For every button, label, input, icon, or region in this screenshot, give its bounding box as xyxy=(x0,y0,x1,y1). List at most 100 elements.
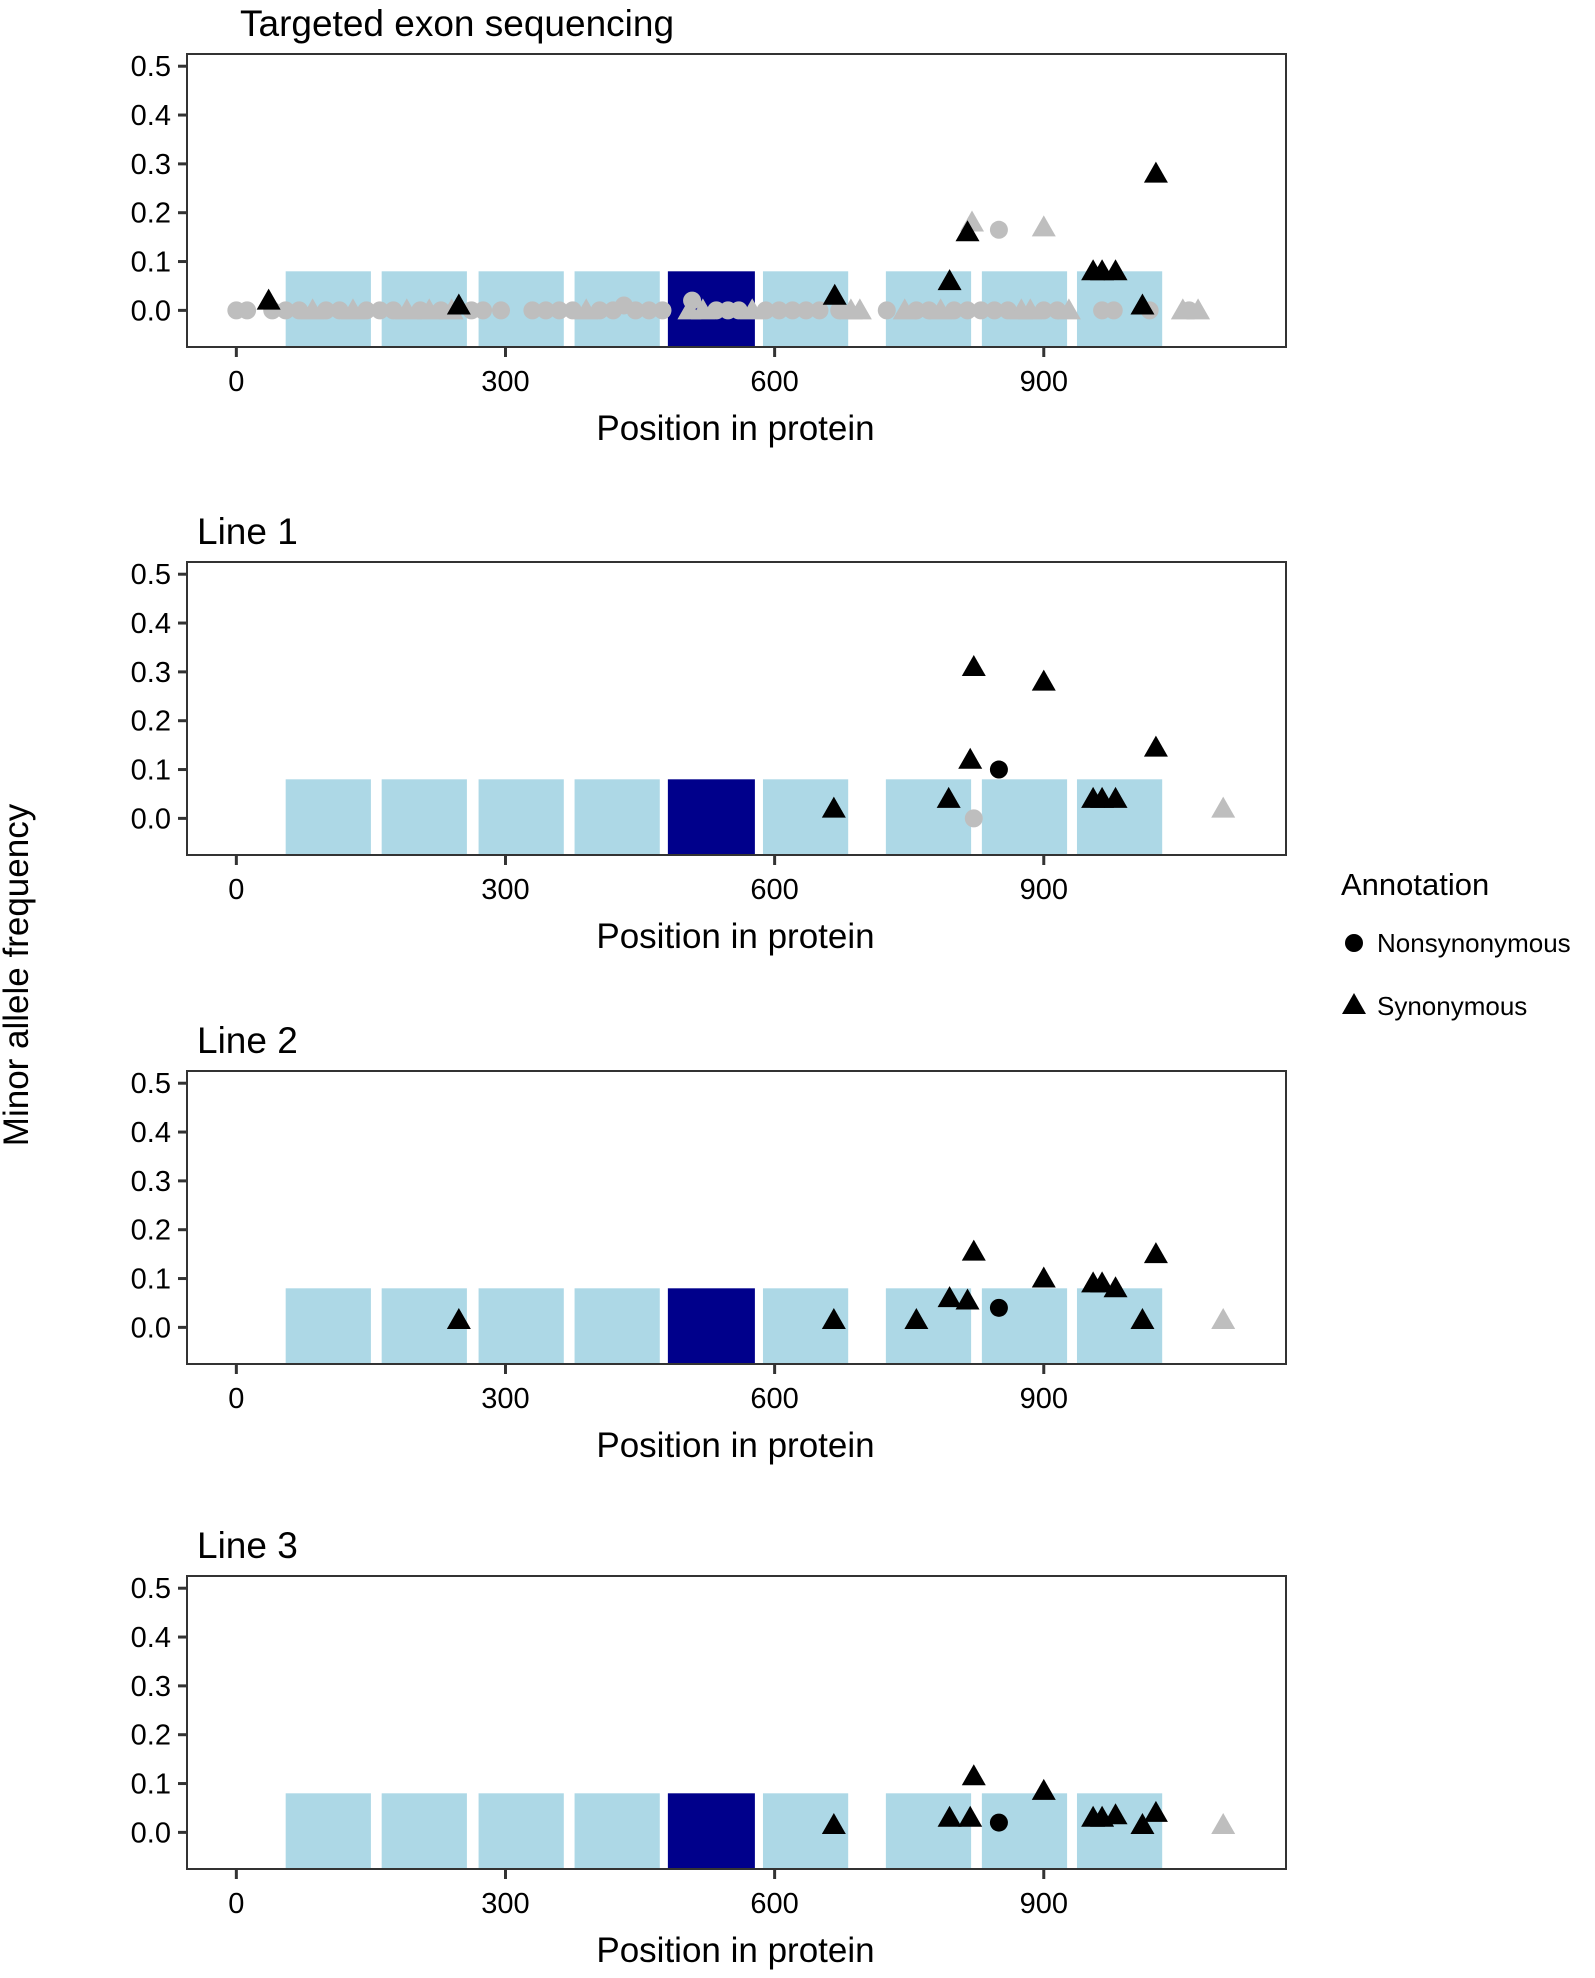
x-tick-label: 300 xyxy=(481,874,529,906)
legend-label-nonsynonymous: Nonsynonymous xyxy=(1377,928,1571,958)
y-tick-label: 0.3 xyxy=(131,1166,171,1198)
point-synonymous xyxy=(1143,1800,1168,1822)
point-nonsynonymous xyxy=(550,301,569,320)
domain-box xyxy=(574,1288,660,1364)
point-nonsynonymous xyxy=(958,301,977,320)
point-nonsynonymous xyxy=(536,301,555,320)
x-tick-label: 900 xyxy=(1020,1383,1068,1415)
point-nonsynonymous xyxy=(989,760,1008,779)
y-tick-label: 0.4 xyxy=(131,100,171,132)
domain-box xyxy=(285,779,371,855)
point-synonymous xyxy=(1211,1308,1236,1330)
x-tick-label: 300 xyxy=(481,366,529,398)
y-tick-label: 0.1 xyxy=(131,1264,171,1296)
panel-title: Targeted exon sequencing xyxy=(240,3,674,44)
point-synonymous xyxy=(1143,1242,1168,1264)
point-synonymous xyxy=(1211,1813,1236,1835)
point-nonsynonymous xyxy=(1034,301,1053,320)
point-synonymous xyxy=(955,1288,980,1310)
point-nonsynonymous xyxy=(640,301,659,320)
domain-box xyxy=(885,779,972,855)
domain-box xyxy=(478,1288,564,1364)
point-synonymous xyxy=(821,1308,846,1330)
point-synonymous xyxy=(1056,298,1081,320)
point-nonsynonymous xyxy=(370,301,389,320)
point-nonsynonymous xyxy=(238,301,257,320)
x-tick-label: 0 xyxy=(228,874,244,906)
panel-title: Line 3 xyxy=(197,1525,298,1566)
x-axis-label: Position in protein xyxy=(596,1931,874,1970)
point-synonymous xyxy=(1103,786,1128,808)
y-tick-label: 0.3 xyxy=(131,657,171,689)
x-tick-label: 600 xyxy=(750,874,798,906)
domain-box xyxy=(478,1793,564,1869)
y-tick-label: 0.0 xyxy=(131,1312,171,1344)
point-synonymous xyxy=(1143,735,1168,757)
y-tick-label: 0.4 xyxy=(131,1622,171,1654)
legend-label-synonymous: Synonymous xyxy=(1377,991,1527,1021)
x-tick-label: 0 xyxy=(228,1888,244,1920)
point-nonsynonymous xyxy=(474,301,493,320)
point-synonymous xyxy=(937,1805,962,1827)
point-synonymous xyxy=(1090,1271,1115,1293)
y-tick-label: 0.2 xyxy=(131,198,171,230)
y-tick-label: 0.1 xyxy=(131,755,171,787)
point-nonsynonymous xyxy=(357,301,376,320)
x-tick-label: 600 xyxy=(750,1888,798,1920)
point-synonymous xyxy=(937,1286,962,1308)
x-tick-label: 300 xyxy=(481,1383,529,1415)
panel-1: Targeted exon sequencing 0.0 0.1 0.2 0.3 0.4 0… xyxy=(131,3,1287,448)
point-synonymous xyxy=(446,293,471,315)
domain-box-highlight xyxy=(667,1288,755,1364)
y-tick-label: 0.5 xyxy=(131,51,171,83)
point-nonsynonymous xyxy=(989,1813,1008,1832)
domain-box xyxy=(574,1793,660,1869)
point-nonsynonymous xyxy=(783,301,802,320)
point-nonsynonymous xyxy=(971,301,990,320)
point-synonymous xyxy=(1031,215,1056,237)
y-tick-label: 0.1 xyxy=(131,247,171,279)
domain-box xyxy=(478,779,564,855)
point-synonymous xyxy=(1211,796,1236,818)
point-nonsynonymous xyxy=(1104,301,1123,320)
plot-frame xyxy=(186,561,1287,856)
point-synonymous xyxy=(821,1813,846,1835)
panel-2: Line 1 0.0 0.1 0.2 0.3 0.4 0.5 0 300 600 900 Positi… xyxy=(131,511,1287,956)
domain-box xyxy=(381,779,467,855)
domain-box xyxy=(285,1288,371,1364)
y-tick-label: 0.0 xyxy=(131,803,171,835)
y-tick-label: 0.3 xyxy=(131,149,171,181)
y-tick-label: 0.0 xyxy=(131,295,171,327)
y-tick-label: 0.5 xyxy=(131,1573,171,1605)
point-synonymous xyxy=(961,1764,986,1786)
x-axis-label: Position in protein xyxy=(596,409,874,448)
point-synonymous xyxy=(1103,259,1128,281)
point-synonymous xyxy=(847,298,872,320)
y-tick-label: 0.5 xyxy=(131,1068,171,1100)
point-synonymous xyxy=(1186,298,1211,320)
plot-frame xyxy=(186,1575,1287,1870)
panel-title: Line 1 xyxy=(197,511,298,552)
domain-box xyxy=(885,1793,972,1869)
point-nonsynonymous xyxy=(770,301,789,320)
domain-box xyxy=(1076,779,1163,855)
point-synonymous xyxy=(1031,1778,1056,1800)
x-axis-label: Position in protein xyxy=(596,917,874,956)
point-synonymous xyxy=(955,220,980,242)
legend: Annotation Nonsynonymous Synonymous xyxy=(1341,867,1571,1021)
point-nonsynonymous xyxy=(985,301,1004,320)
x-tick-label: 900 xyxy=(1020,874,1068,906)
y-tick-label: 0.2 xyxy=(131,706,171,738)
point-nonsynonymous xyxy=(964,809,983,828)
legend-circle-icon xyxy=(1345,934,1363,952)
point-synonymous xyxy=(1130,293,1155,315)
point-nonsynonymous xyxy=(523,301,542,320)
domain-box xyxy=(981,779,1068,855)
domain-box xyxy=(381,1793,467,1869)
point-synonymous xyxy=(936,786,961,808)
y-axis-label: Minor allele frequency xyxy=(0,803,36,1146)
domain-box xyxy=(981,1288,1068,1364)
point-synonymous xyxy=(904,1308,929,1330)
point-synonymous xyxy=(1143,161,1168,183)
legend-title: Annotation xyxy=(1341,867,1489,902)
